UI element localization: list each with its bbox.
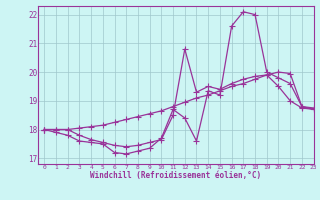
X-axis label: Windchill (Refroidissement éolien,°C): Windchill (Refroidissement éolien,°C) xyxy=(91,171,261,180)
